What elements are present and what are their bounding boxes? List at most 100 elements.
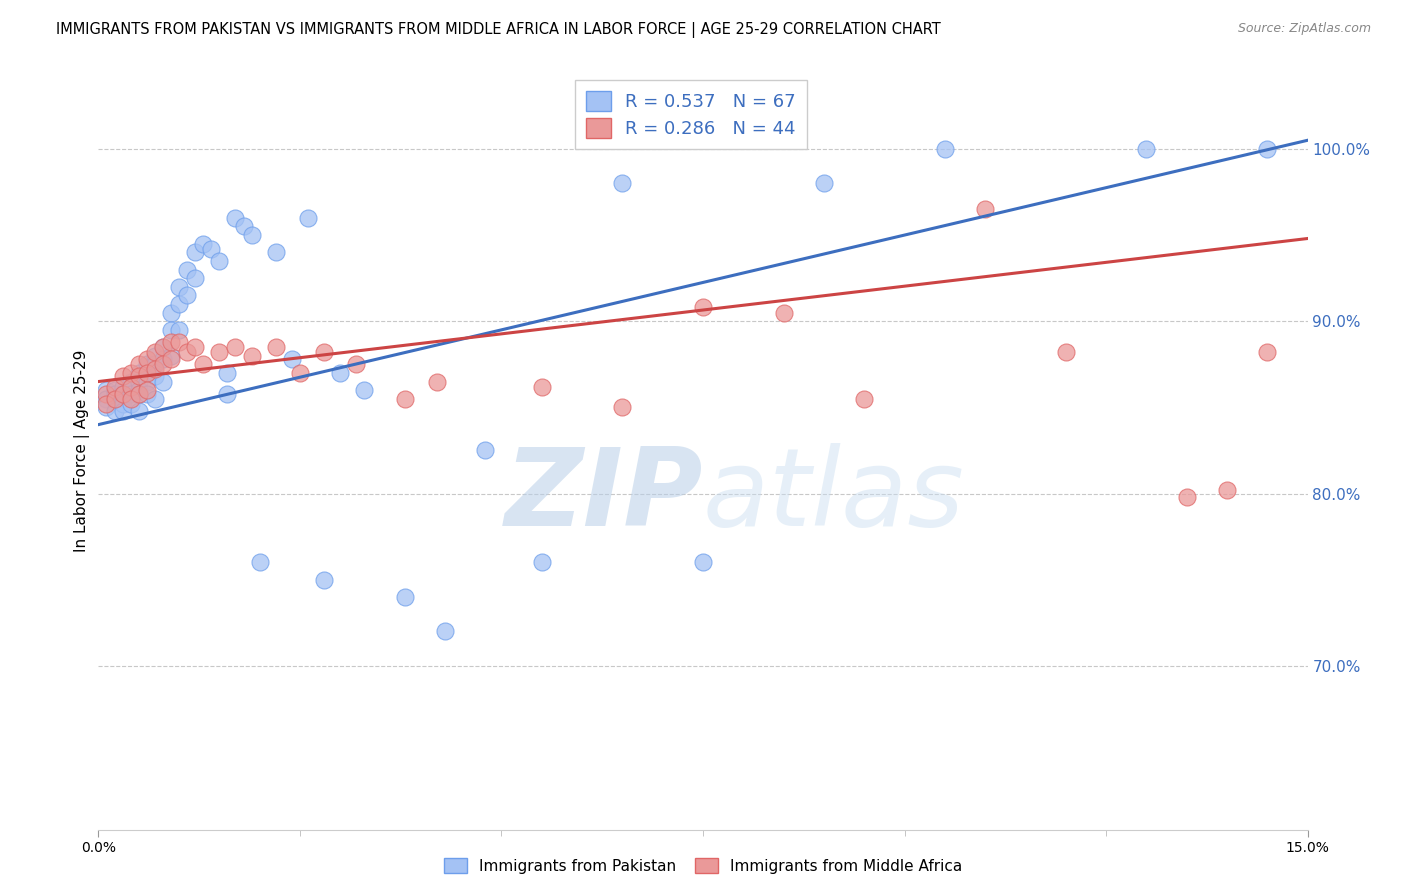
- Point: [240, 349, 263, 363]
- Point: [208, 253, 231, 268]
- Point: [152, 340, 174, 354]
- Point: [160, 334, 183, 349]
- Point: [135, 386, 157, 401]
- Point: [224, 340, 246, 354]
- Point: [111, 397, 134, 411]
- Point: [1256, 142, 1278, 156]
- Point: [120, 380, 142, 394]
- Point: [103, 386, 125, 401]
- Point: [111, 392, 134, 406]
- Point: [184, 271, 207, 285]
- Point: [240, 228, 263, 243]
- Point: [1054, 345, 1077, 359]
- Point: [128, 375, 150, 389]
- Point: [281, 352, 304, 367]
- Point: [314, 573, 336, 587]
- Point: [120, 366, 142, 380]
- Point: [135, 366, 157, 380]
- Point: [353, 383, 375, 397]
- Point: [120, 386, 142, 401]
- Point: [1256, 345, 1278, 359]
- Point: [135, 366, 157, 380]
- Point: [692, 556, 714, 570]
- Point: [176, 288, 198, 302]
- Point: [120, 375, 142, 389]
- Point: [160, 323, 183, 337]
- Point: [193, 357, 215, 371]
- Point: [426, 375, 449, 389]
- Point: [135, 375, 157, 389]
- Point: [152, 340, 174, 354]
- Point: [394, 590, 416, 604]
- Point: [128, 383, 150, 397]
- Point: [143, 362, 166, 376]
- Point: [314, 345, 336, 359]
- Point: [934, 142, 956, 156]
- Point: [111, 386, 134, 401]
- Point: [143, 357, 166, 371]
- Point: [974, 202, 997, 217]
- Point: [160, 305, 183, 319]
- Y-axis label: In Labor Force | Age 25-29: In Labor Force | Age 25-29: [75, 350, 90, 551]
- Point: [176, 262, 198, 277]
- Text: atlas: atlas: [703, 443, 965, 549]
- Point: [1135, 142, 1157, 156]
- Point: [530, 380, 553, 394]
- Point: [111, 386, 134, 401]
- Point: [135, 357, 157, 371]
- Point: [135, 383, 157, 397]
- Text: Source: ZipAtlas.com: Source: ZipAtlas.com: [1237, 22, 1371, 36]
- Point: [853, 392, 876, 406]
- Point: [103, 392, 125, 406]
- Point: [111, 404, 134, 418]
- Point: [329, 366, 352, 380]
- Point: [264, 245, 287, 260]
- Point: [249, 556, 271, 570]
- Point: [120, 380, 142, 394]
- Point: [1175, 490, 1198, 504]
- Point: [167, 279, 190, 293]
- Point: [167, 334, 190, 349]
- Point: [208, 345, 231, 359]
- Point: [612, 177, 634, 191]
- Point: [167, 297, 190, 311]
- Point: [96, 383, 118, 397]
- Point: [288, 366, 311, 380]
- Point: [200, 242, 222, 256]
- Point: [692, 301, 714, 315]
- Point: [128, 386, 150, 401]
- Point: [264, 340, 287, 354]
- Point: [120, 392, 142, 406]
- Point: [184, 340, 207, 354]
- Point: [96, 401, 118, 415]
- Point: [394, 392, 416, 406]
- Point: [152, 357, 174, 371]
- Point: [128, 366, 150, 380]
- Point: [167, 323, 190, 337]
- Point: [96, 386, 118, 401]
- Point: [232, 219, 254, 234]
- Point: [434, 624, 457, 639]
- Point: [103, 392, 125, 406]
- Point: [135, 352, 157, 367]
- Point: [612, 401, 634, 415]
- Legend: R = 0.537   N = 67, R = 0.286   N = 44: R = 0.537 N = 67, R = 0.286 N = 44: [575, 80, 807, 149]
- Point: [103, 404, 125, 418]
- Point: [217, 386, 239, 401]
- Point: [128, 404, 150, 418]
- Point: [217, 366, 239, 380]
- Point: [96, 392, 118, 406]
- Point: [143, 345, 166, 359]
- Point: [143, 369, 166, 384]
- Point: [103, 380, 125, 394]
- Point: [128, 369, 150, 384]
- Point: [160, 352, 183, 367]
- Legend: Immigrants from Pakistan, Immigrants from Middle Africa: Immigrants from Pakistan, Immigrants fro…: [437, 852, 969, 880]
- Point: [224, 211, 246, 225]
- Point: [96, 397, 118, 411]
- Point: [128, 357, 150, 371]
- Point: [143, 392, 166, 406]
- Point: [111, 369, 134, 384]
- Point: [530, 556, 553, 570]
- Point: [772, 305, 794, 319]
